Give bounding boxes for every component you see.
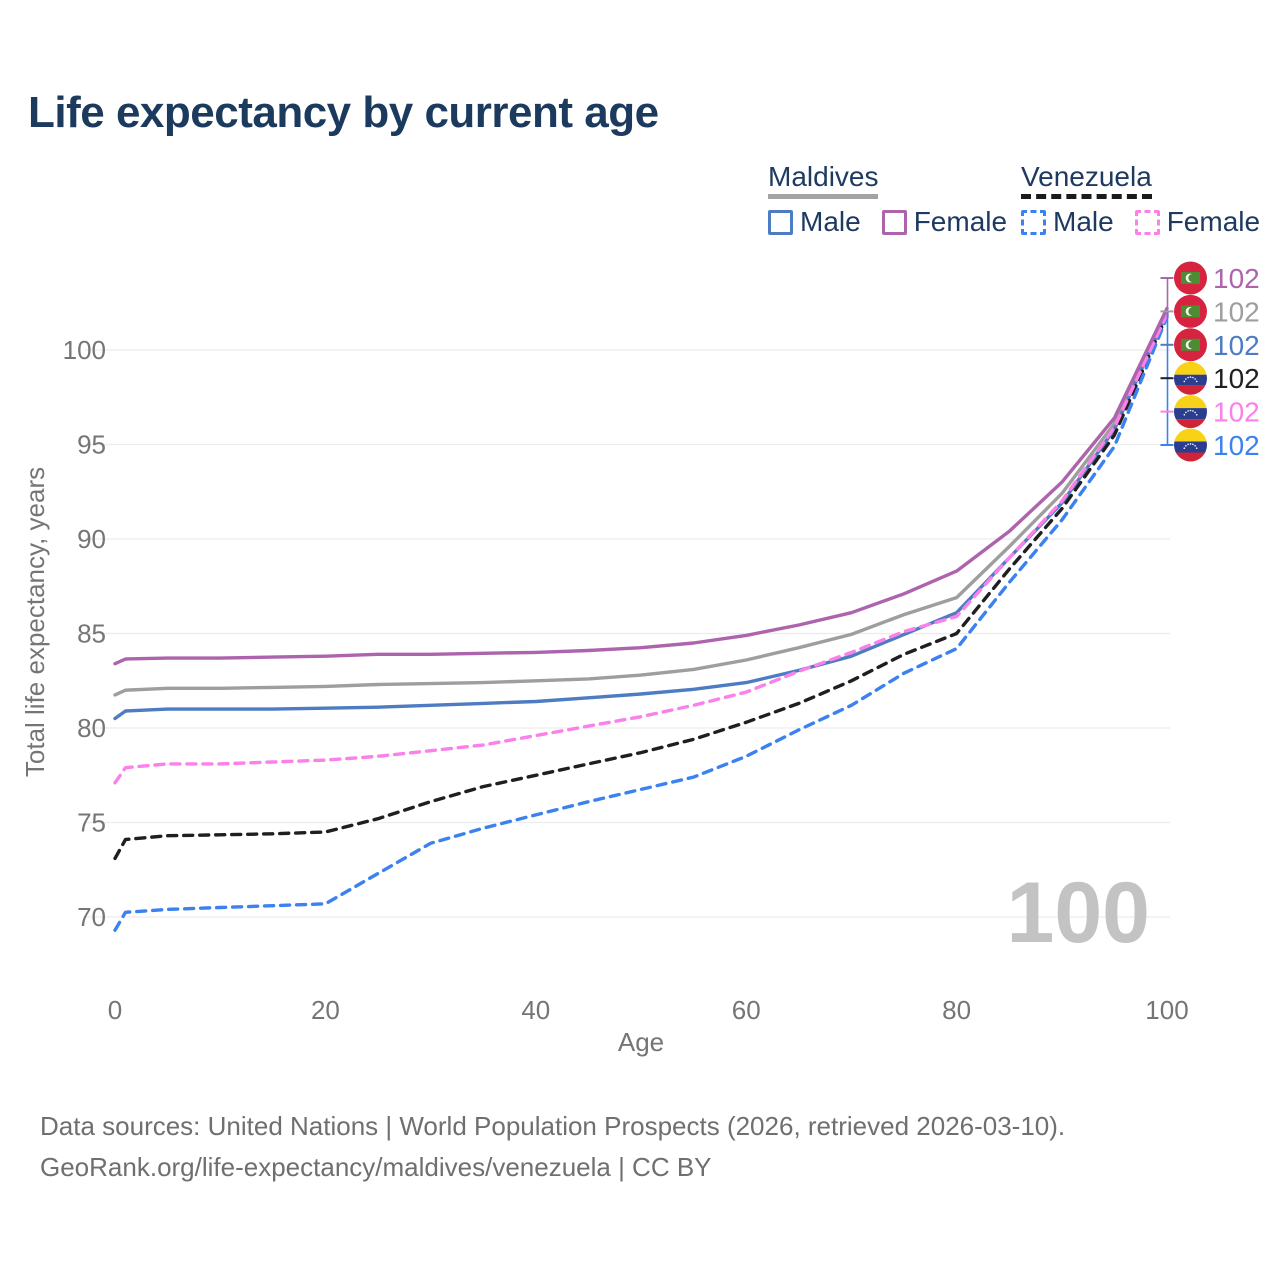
flag-star xyxy=(1195,380,1198,383)
end-value-label-maldives-male: 102 xyxy=(1213,330,1260,361)
end-value-label-maldives-female: 102 xyxy=(1213,263,1260,294)
flag-star xyxy=(1185,378,1187,380)
y-tick-label: 100 xyxy=(63,335,106,365)
legend-item-label: Female xyxy=(913,206,1008,237)
flag-bands xyxy=(1174,428,1207,462)
y-axis-title: Total life expectancy, years xyxy=(20,467,50,777)
flag-star xyxy=(1194,411,1196,414)
y-tick-label: 95 xyxy=(77,430,106,460)
flag-star xyxy=(1185,411,1187,414)
series-line-maldives-female[interactable] xyxy=(113,306,1169,666)
flag-star xyxy=(1189,409,1192,412)
end-value-label-maldives-both-sexes: 102 xyxy=(1213,296,1260,327)
legend-item-venezuela-female[interactable]: Female xyxy=(1134,206,1261,237)
data-sources-line: Data sources: United Nations | World Pop… xyxy=(40,1111,1066,1141)
legend-item-label: Male xyxy=(1053,206,1114,237)
line-style-swatch xyxy=(1134,209,1160,235)
series-line-maldives-both-sexes[interactable] xyxy=(113,309,1169,697)
flag-red-band xyxy=(1174,452,1207,462)
flag-icon-maldives xyxy=(1174,328,1207,362)
legend-item-label: Male xyxy=(800,206,861,237)
x-tick-label: 20 xyxy=(311,995,340,1025)
source-url-line[interactable]: GeoRank.org/life-expectancy/maldives/ven… xyxy=(40,1152,712,1182)
end-value-label-venezuela-female: 102 xyxy=(1213,397,1260,428)
page-title: Life expectancy by current age xyxy=(28,88,659,137)
hovered-age-watermark: 100 xyxy=(1007,865,1151,961)
flag-yellow-band xyxy=(1174,395,1207,409)
flag-star xyxy=(1183,414,1186,416)
flag-star xyxy=(1187,410,1189,412)
legend-item-label: Female xyxy=(1166,206,1261,237)
flag-star xyxy=(1192,376,1194,379)
flag-crescent-cut xyxy=(1188,307,1197,316)
flag-blue-band xyxy=(1174,374,1207,386)
flag-crescent-cut xyxy=(1188,340,1197,349)
series-line-venezuela-both-sexes[interactable] xyxy=(113,313,1169,861)
line-style-swatch xyxy=(768,209,793,235)
flag-yellow-band xyxy=(1174,361,1207,375)
y-tick-label: 70 xyxy=(77,902,106,932)
flag-star xyxy=(1187,443,1189,446)
flag-icon-venezuela xyxy=(1174,428,1207,462)
x-tick-label: 60 xyxy=(732,995,761,1025)
flag-icon-venezuela xyxy=(1174,395,1207,429)
legend-country-venezuela[interactable]: Venezuela xyxy=(1021,162,1152,199)
y-tick-label: 85 xyxy=(77,619,106,649)
flag-star xyxy=(1185,445,1187,447)
legend-item-venezuela-male[interactable]: Male xyxy=(1021,207,1114,237)
flag-bands xyxy=(1174,395,1207,429)
series-line-maldives-male[interactable] xyxy=(113,311,1169,721)
series-line-venezuela-female[interactable] xyxy=(113,312,1169,785)
legend-country-maldives[interactable]: Maldives xyxy=(768,162,879,199)
flag-blue-band xyxy=(1174,441,1207,453)
line-style-swatch xyxy=(881,209,907,235)
flag-star xyxy=(1195,414,1198,416)
flag-star xyxy=(1195,447,1198,450)
flag-star xyxy=(1189,376,1192,378)
flag-icon-maldives xyxy=(1174,294,1207,328)
x-tick-label: 0 xyxy=(108,995,122,1025)
flag-star xyxy=(1192,410,1194,412)
legend-item-maldives-male[interactable]: Male xyxy=(768,207,861,237)
line-style-swatch xyxy=(1021,209,1046,235)
flag-bands xyxy=(1174,361,1207,395)
flag-red-band xyxy=(1174,419,1207,429)
end-value-label-venezuela-both-sexes: 102 xyxy=(1213,363,1260,394)
flag-blue-band xyxy=(1174,408,1207,420)
x-tick-label: 80 xyxy=(942,995,971,1025)
flag-icon-venezuela xyxy=(1174,361,1207,395)
legend-group-venezuela: Venezuela Male Female xyxy=(1021,162,1260,237)
flag-star xyxy=(1194,378,1196,380)
flag-star xyxy=(1187,376,1189,379)
flag-yellow-band xyxy=(1174,428,1207,442)
x-axis-title: Age xyxy=(618,1027,664,1057)
series-line-venezuela-male[interactable] xyxy=(113,315,1169,932)
flag-star xyxy=(1194,445,1196,447)
flag-star xyxy=(1183,380,1186,383)
y-tick-label: 80 xyxy=(77,713,106,743)
end-value-label-venezuela-male: 102 xyxy=(1213,430,1260,461)
y-tick-label: 75 xyxy=(77,808,106,838)
flag-red-band xyxy=(1174,385,1207,395)
legend-item-maldives-female[interactable]: Female xyxy=(881,206,1008,237)
legend-group-maldives: Maldives Male Female xyxy=(768,162,1007,237)
flag-star xyxy=(1189,443,1192,445)
flag-star xyxy=(1192,443,1194,446)
flag-crescent-cut xyxy=(1188,274,1197,282)
y-tick-label: 90 xyxy=(77,524,106,554)
x-tick-label: 100 xyxy=(1145,995,1188,1025)
x-tick-label: 40 xyxy=(521,995,550,1025)
attribution-footer: Data sources: United Nations | World Pop… xyxy=(40,1106,1065,1188)
flag-star xyxy=(1183,447,1186,450)
flag-icon-maldives xyxy=(1174,261,1207,295)
